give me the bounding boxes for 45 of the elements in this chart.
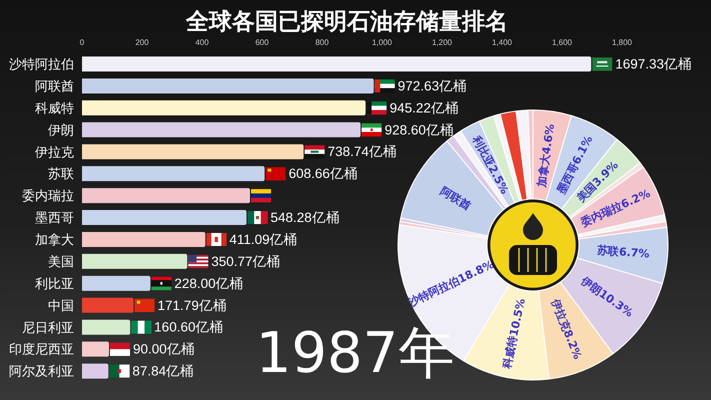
y-tick-label: 阿联酋: [35, 80, 74, 95]
y-tick-label: 中国: [48, 298, 74, 314]
data-label: 90.00亿桶: [133, 342, 195, 357]
x-tick-label: 800: [315, 38, 330, 47]
y-tick-label: 尼日利亚: [22, 320, 74, 336]
y-tick-label: 美国: [48, 254, 74, 270]
data-label: 928.60亿桶: [384, 122, 454, 138]
annotation: 1987年: [256, 321, 454, 386]
data-label: 160.60亿桶: [154, 320, 224, 335]
data-label: 608.66亿桶: [288, 166, 358, 182]
y-tick-label: 加拿大: [35, 233, 74, 248]
y-tick-label: 伊朗: [48, 122, 74, 138]
x-tick-label: 400: [195, 38, 210, 47]
x-tick-label: 1,600: [552, 38, 573, 47]
x-tick-label: 1,000: [372, 38, 393, 47]
data-label: 87.84亿桶: [132, 364, 194, 379]
data-label: 738.74亿桶: [328, 144, 397, 160]
x-tick-label: 1,400: [492, 38, 513, 47]
x-tick-label: 200: [135, 38, 150, 47]
data-label: 228.00亿桶: [174, 276, 244, 291]
y-tick-label: 墨西哥: [35, 211, 74, 226]
y-tick-label: 苏联: [48, 167, 74, 182]
slice-label: 加拿大4.6%: [534, 123, 558, 189]
slice-label: 科威特10.5%: [500, 297, 528, 371]
data-label: 972.63亿桶: [398, 78, 468, 94]
y-tick-label: 委内瑞拉: [22, 189, 74, 204]
data-label: 171.79亿桶: [158, 298, 227, 313]
x-tick-label: 1,200: [432, 38, 453, 47]
data-label: 1697.33亿桶: [615, 56, 692, 72]
slice-label: 苏联6.7%: [596, 243, 650, 261]
y-tick-label: 利比亚: [35, 276, 74, 292]
data-label: 548.28亿桶: [270, 210, 340, 226]
x-tick-label: 600: [255, 38, 270, 47]
slice-label: 阿联酋: [438, 184, 473, 213]
chart-title: 全球各国已探明石油存储量排名: [185, 9, 508, 35]
y-tick-label: 印度尼西亚: [9, 342, 74, 358]
data-label: 350.77亿桶: [211, 254, 281, 269]
y-tick-label: 科威特: [35, 101, 74, 116]
x-tick-label: 1,800: [612, 38, 633, 47]
x-tick-label: 0: [80, 38, 85, 47]
data-label: 945.22亿桶: [390, 100, 459, 116]
data-label: 411.09亿桶: [229, 232, 298, 247]
y-tick-label: 伊拉克: [35, 145, 74, 160]
y-tick-label: 沙特阿拉伯: [9, 58, 74, 73]
y-tick-label: 阿尔及利亚: [9, 364, 74, 380]
